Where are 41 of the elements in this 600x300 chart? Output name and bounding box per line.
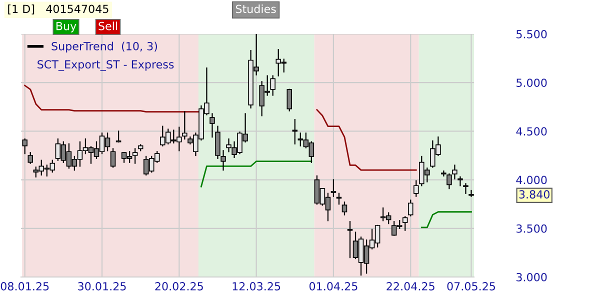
x-tick-label: 01.04.25 [309,282,358,290]
candlestick [270,75,276,96]
candlestick [408,200,414,216]
candlestick [182,111,188,140]
candlestick [215,126,220,159]
x-tick-label: 22.04.25 [386,282,434,290]
y-tick-label: 5.500 [516,30,547,38]
candlestick [468,190,474,197]
candlestick [220,150,226,171]
candlestick [110,148,116,168]
candlestick [342,202,348,216]
annotation: SCT_Export_ST - Express [38,60,174,72]
candlestick [28,152,33,164]
text: 3.840 [519,190,550,199]
y-tick-label: 4.000 [516,176,547,184]
candlestick [116,130,122,142]
y-tick-label: 4.500 [516,127,547,136]
text: [1 D] 401547045 [8,4,108,14]
text: SuperTrend (10, 3) [52,42,157,53]
y-tick-label: 5.000 [516,78,547,87]
y-tick-label: 3.000 [516,272,547,282]
candlestick [463,183,468,194]
y-tick-label: 3.500 [516,224,547,233]
text: Sell [98,22,117,30]
candlestick [286,88,292,112]
candlestick [452,164,458,180]
x-tick-label: 08.01.25 [0,282,49,290]
candlestick [458,176,463,186]
candlestick [22,138,28,154]
x-tick-label: 07.05.25 [447,282,496,290]
x-tick-label: 30.01.25 [78,282,126,290]
candlestick [210,113,215,138]
text: Buy [56,22,76,32]
candlestick [402,216,408,231]
candlestick [330,179,336,197]
candlestick [132,148,138,164]
text: Studies [236,4,276,14]
x-tick-label: 12.03.25 [232,282,280,290]
candlestick [347,221,353,258]
candlestick [446,173,452,190]
x-tick-label: 20.02.25 [155,282,203,290]
